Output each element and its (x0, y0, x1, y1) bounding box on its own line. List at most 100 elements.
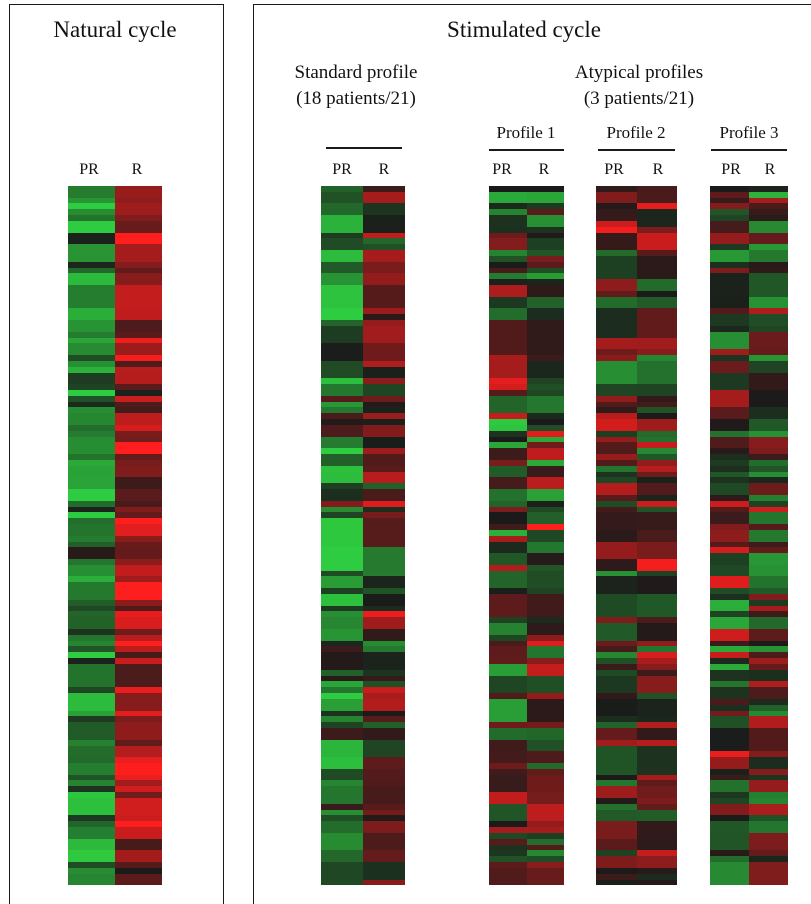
heatmap-cell-pr (68, 197, 115, 204)
heatmap-row (710, 343, 788, 350)
heatmap-cell-r (363, 442, 405, 449)
heatmap-cell-pr (321, 774, 363, 781)
heatmap-cell-r (636, 395, 677, 402)
heatmap-cell-r (363, 337, 405, 344)
heatmap-cell-pr (68, 634, 115, 641)
heatmap-cell-r (636, 314, 677, 321)
heatmap-cell-r (363, 250, 405, 256)
heatmap-cell-r (115, 325, 162, 332)
heatmap-row (321, 308, 405, 315)
heatmap-cell-pr (321, 395, 363, 402)
heatmap-cell-r (526, 739, 564, 746)
heatmap-cell-pr (710, 430, 749, 437)
heatmap-row (596, 681, 677, 688)
heatmap-cell-r (749, 220, 788, 227)
heatmap-row (321, 401, 405, 408)
heatmap-row (489, 197, 564, 204)
heatmap-cell-pr (596, 856, 637, 863)
heatmap-cell-pr (321, 320, 363, 326)
heatmap-cell-r (363, 436, 405, 443)
heatmap-row (596, 459, 677, 466)
heatmap-cell-pr (710, 803, 749, 810)
heatmap-cell-pr (321, 792, 363, 798)
heatmap-cell-r (363, 640, 405, 647)
heatmap-cell-r (115, 576, 162, 583)
heatmap-row (321, 220, 405, 227)
heatmap-row (321, 506, 405, 513)
heatmap-cell-pr (596, 663, 637, 670)
heatmap-cell-pr (68, 593, 115, 600)
heatmap-cell-r (115, 419, 162, 425)
heatmap-cell-pr (68, 500, 115, 507)
heatmap-cell-r (636, 605, 677, 612)
heatmap-row (489, 541, 564, 548)
heatmap-row (489, 448, 564, 455)
heatmap-cell-pr (321, 605, 363, 612)
heatmap-row (596, 856, 677, 863)
heatmap-row (596, 401, 677, 408)
heatmap-cell-r (636, 279, 677, 286)
heatmap-cell-pr (489, 535, 527, 542)
heatmap-row (68, 640, 162, 647)
heatmap-cell-r (749, 290, 788, 297)
heatmap-cell-r (526, 483, 564, 490)
heatmap-row (596, 290, 677, 297)
heatmap-cell-pr (710, 512, 749, 519)
heatmap-cell-r (749, 850, 788, 857)
heatmap-cell-r (749, 477, 788, 484)
heatmap-cell-pr (710, 593, 749, 600)
heatmap-cell-pr (321, 215, 363, 221)
heatmap-row (596, 413, 677, 420)
heatmap-cell-r (526, 646, 564, 653)
heatmap-cell-r (526, 850, 564, 857)
heatmap-cell-pr (68, 605, 115, 612)
heatmap-cell-r (749, 494, 788, 501)
heatmap-cell-r (749, 215, 788, 221)
heatmap-cell-pr (596, 407, 637, 414)
heatmap-cell-r (115, 809, 162, 816)
heatmap-row (710, 809, 788, 816)
heatmap-row (321, 611, 405, 618)
heatmap-cell-pr (596, 815, 637, 822)
heatmap-row (596, 588, 677, 594)
heatmap-row (321, 226, 405, 233)
heatmap-row (596, 244, 677, 251)
heatmap-cell-pr (489, 827, 527, 833)
heatmap-row (68, 389, 162, 396)
heatmap-row (68, 477, 162, 484)
heatmap-row (710, 296, 788, 303)
heatmap-cell-pr (489, 454, 527, 460)
heatmap-cell-pr (710, 518, 749, 525)
heatmap-cell-r (363, 401, 405, 408)
heatmap-cell-r (363, 366, 405, 373)
heatmap-row (321, 716, 405, 723)
heatmap-row (68, 518, 162, 525)
heatmap-row (68, 401, 162, 408)
heatmap-row (321, 722, 405, 729)
heatmap-cell-r (749, 535, 788, 542)
heatmap-cell-r (363, 232, 405, 239)
heatmap-cell-r (636, 220, 677, 227)
heatmap-cell-r (363, 302, 405, 309)
heatmap-row (710, 873, 788, 880)
heatmap-cell-r (636, 646, 677, 653)
heatmap-cell-r (636, 407, 677, 414)
heatmap-cell-r (636, 559, 677, 565)
heatmap-cell-pr (596, 774, 637, 781)
heatmap-row (710, 395, 788, 402)
heatmap-cell-pr (68, 832, 115, 839)
heatmap-cell-pr (489, 285, 527, 291)
heatmap-cell-r (115, 623, 162, 629)
heatmap-row (596, 867, 677, 874)
heatmap-cell-r (363, 856, 405, 863)
heatmap-cell-pr (489, 459, 527, 466)
heatmap-cell-r (749, 395, 788, 402)
heatmap-cell-r (749, 337, 788, 344)
heatmap-cell-r (115, 856, 162, 863)
heatmap-cell-pr (68, 815, 115, 822)
heatmap-row (710, 838, 788, 845)
heatmap-row (68, 745, 162, 752)
heatmap-row (596, 599, 677, 606)
heatmap-row (321, 774, 405, 781)
heatmap-cell-r (363, 477, 405, 484)
